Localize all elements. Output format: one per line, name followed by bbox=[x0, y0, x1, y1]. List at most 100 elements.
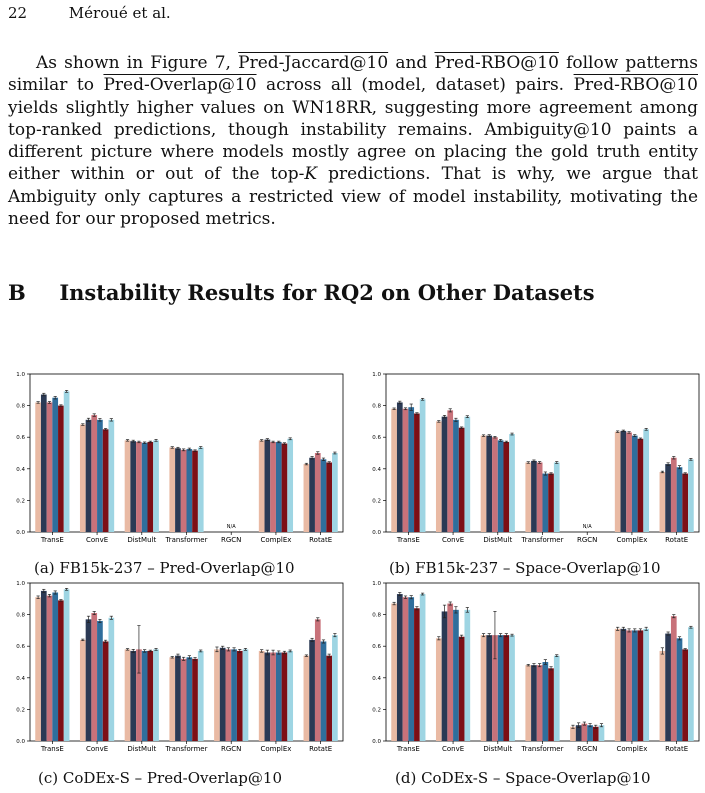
bar-chart-fb15k-pred-overlap: 0.0 0.2 0.4 0.6 0.8 1.0 TransE ConvE DistMult Tra… bbox=[16, 372, 344, 544]
y-tick-label: 0.4 bbox=[372, 676, 381, 682]
bar bbox=[497, 635, 504, 741]
bar bbox=[525, 665, 532, 741]
x-tick-label: DistMult bbox=[483, 536, 512, 544]
bar bbox=[58, 600, 64, 741]
y-tick-label: 1.0 bbox=[372, 372, 381, 378]
bar bbox=[682, 473, 689, 532]
x-tick-label: Transformer bbox=[164, 745, 207, 753]
y-tick-label: 0.4 bbox=[16, 467, 25, 473]
bar bbox=[486, 435, 493, 532]
x-tick-label: ComplEx bbox=[260, 536, 291, 544]
bar bbox=[402, 408, 409, 532]
bar bbox=[536, 665, 543, 741]
bar bbox=[231, 649, 237, 741]
x-tick-label: DistMult bbox=[127, 536, 156, 544]
bar bbox=[332, 635, 338, 741]
metric-name: Pred-Overlap@10 bbox=[103, 75, 257, 96]
bar bbox=[40, 590, 47, 741]
bar bbox=[197, 650, 204, 741]
bar bbox=[108, 419, 115, 532]
bar bbox=[79, 639, 86, 741]
bar bbox=[626, 432, 632, 532]
bar bbox=[214, 649, 220, 741]
bar bbox=[258, 650, 265, 741]
bar bbox=[492, 437, 498, 532]
x-tick-label: ConvE bbox=[86, 536, 108, 544]
bar bbox=[270, 441, 276, 532]
bar bbox=[643, 628, 650, 741]
bar bbox=[102, 429, 109, 532]
bar bbox=[326, 655, 333, 741]
bar bbox=[688, 627, 694, 741]
bar bbox=[264, 652, 271, 741]
caption-d: (d) CoDEx-S – Space-Overlap@10 bbox=[395, 769, 651, 787]
paragraph-text: yields slightly higher values on WN18RR,… bbox=[8, 97, 698, 185]
y-tick-label: 0.2 bbox=[372, 498, 381, 504]
bar bbox=[130, 650, 137, 741]
bar bbox=[63, 589, 70, 741]
bar bbox=[553, 655, 560, 741]
paragraph-text: across all (model, dataset) pairs. bbox=[256, 75, 574, 96]
bar bbox=[147, 441, 154, 532]
bar bbox=[509, 434, 515, 532]
y-tick-label: 0.6 bbox=[16, 435, 25, 441]
y-tick-label: 0.8 bbox=[372, 404, 381, 410]
bar bbox=[548, 668, 554, 741]
bar bbox=[180, 449, 187, 532]
caption-a: (a) FB15k-237 – Pred-Overlap@10 bbox=[34, 559, 295, 577]
y-tick-label: 1.0 bbox=[16, 581, 25, 587]
bar bbox=[626, 630, 632, 741]
bar bbox=[486, 635, 493, 741]
bar bbox=[536, 462, 543, 532]
x-tick-label: RotatE bbox=[309, 536, 332, 544]
bar bbox=[58, 405, 64, 532]
bar bbox=[309, 639, 315, 741]
bar bbox=[391, 603, 397, 741]
bar bbox=[326, 462, 333, 532]
y-tick-label: 0.0 bbox=[372, 530, 381, 536]
bar bbox=[676, 638, 683, 741]
x-tick-label: RGCN bbox=[577, 745, 597, 753]
y-tick-label: 0.2 bbox=[16, 707, 25, 713]
bar bbox=[219, 647, 226, 741]
bar bbox=[497, 440, 504, 532]
x-tick-label: Transformer bbox=[520, 745, 563, 753]
y-tick-label: 0.6 bbox=[16, 644, 25, 650]
metric-name: Pred-RBO@10 bbox=[434, 53, 559, 73]
chart-panel-c: 0.0 0.2 0.4 0.6 0.8 1.0 TransE ConvE DistMult Tra… bbox=[5, 579, 345, 753]
bar bbox=[281, 443, 288, 532]
y-tick-label: 0.8 bbox=[16, 613, 25, 619]
x-tick-label: ComplEx bbox=[260, 745, 291, 753]
bar bbox=[314, 619, 321, 741]
bar bbox=[225, 649, 232, 741]
bar bbox=[63, 391, 70, 532]
x-tick-label: TransE bbox=[396, 745, 420, 753]
bar bbox=[275, 441, 282, 532]
bar bbox=[52, 592, 59, 741]
bar bbox=[659, 650, 666, 741]
bar bbox=[435, 638, 442, 741]
chart-panel-d: 0.0 0.2 0.4 0.6 0.8 1.0 TransE ConvE DistMult Tra… bbox=[361, 579, 701, 753]
na-label: N/A bbox=[583, 524, 592, 530]
y-tick-label: 0.6 bbox=[372, 435, 381, 441]
bar bbox=[136, 649, 142, 741]
body-paragraph: As shown in Figure 7, Pred-Jaccard@10 an… bbox=[8, 52, 698, 230]
bar bbox=[396, 594, 403, 741]
x-tick-label: ComplEx bbox=[616, 745, 647, 753]
math-variable: K bbox=[304, 164, 318, 185]
y-tick-label: 0.4 bbox=[16, 676, 25, 682]
running-title: Méroué et al. bbox=[68, 4, 171, 22]
bar bbox=[531, 460, 537, 532]
y-tick-label: 1.0 bbox=[372, 581, 381, 587]
bar bbox=[320, 459, 327, 532]
bar bbox=[570, 726, 576, 741]
bar bbox=[464, 416, 471, 532]
chart-panel-a: 0.0 0.2 0.4 0.6 0.8 1.0 TransE ConvE DistMult Tra… bbox=[5, 370, 345, 544]
bar bbox=[303, 655, 310, 741]
bar-chart-codex-pred-overlap: 0.0 0.2 0.4 0.6 0.8 1.0 TransE ConvE DistMult Tra… bbox=[16, 581, 344, 753]
x-tick-label: RotatE bbox=[665, 536, 688, 544]
y-tick-label: 0.0 bbox=[16, 739, 25, 745]
bar bbox=[592, 726, 599, 741]
bar bbox=[79, 424, 86, 532]
bar bbox=[287, 438, 294, 532]
